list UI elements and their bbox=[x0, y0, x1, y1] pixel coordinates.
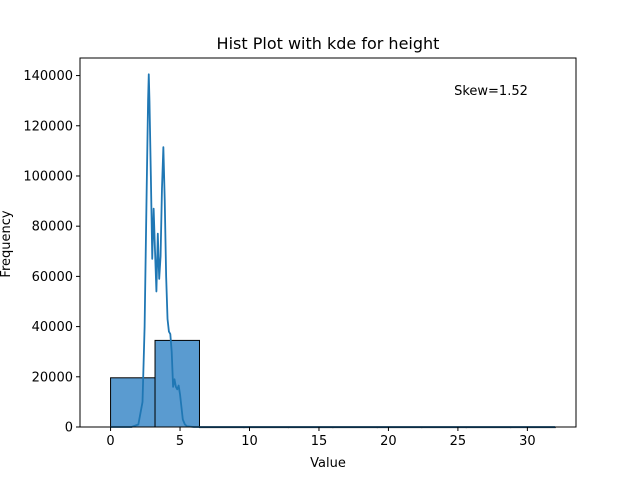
y-tick-label: 100000 bbox=[23, 169, 73, 184]
y-tick-label: 80000 bbox=[32, 220, 73, 235]
x-tick-label: 20 bbox=[380, 434, 397, 449]
y-axis-label: Frequency bbox=[0, 210, 14, 277]
x-tick-label: 5 bbox=[176, 434, 184, 449]
x-tick-label: 0 bbox=[106, 434, 114, 449]
y-tick-label: 0 bbox=[65, 421, 73, 436]
histogram-bar-0 bbox=[110, 377, 156, 428]
axes-frame bbox=[79, 57, 577, 428]
kde-curve bbox=[110, 73, 556, 428]
x-tick-label: 30 bbox=[519, 434, 536, 449]
skew-annotation: Skew=1.52 bbox=[454, 84, 528, 99]
y-tick-label: 20000 bbox=[32, 370, 73, 385]
y-tick-label: 60000 bbox=[32, 270, 73, 285]
y-tick-label: 40000 bbox=[32, 320, 73, 335]
y-tick-label: 120000 bbox=[23, 119, 73, 134]
x-tick-label: 25 bbox=[450, 434, 467, 449]
x-tick-label: 15 bbox=[311, 434, 328, 449]
chart-title: Hist Plot with kde for height bbox=[217, 34, 440, 53]
x-axis-label: Value bbox=[310, 456, 346, 471]
x-axis-ticks: 0 5 10 15 20 25 30 bbox=[106, 427, 536, 449]
y-axis-ticks: 0 20000 40000 60000 80000 100000 120000 140000 bbox=[23, 69, 80, 436]
histogram-bar-1 bbox=[154, 339, 200, 428]
plot-area-border bbox=[79, 57, 577, 428]
y-tick-label: 140000 bbox=[23, 69, 73, 84]
x-tick-label: 10 bbox=[241, 434, 258, 449]
